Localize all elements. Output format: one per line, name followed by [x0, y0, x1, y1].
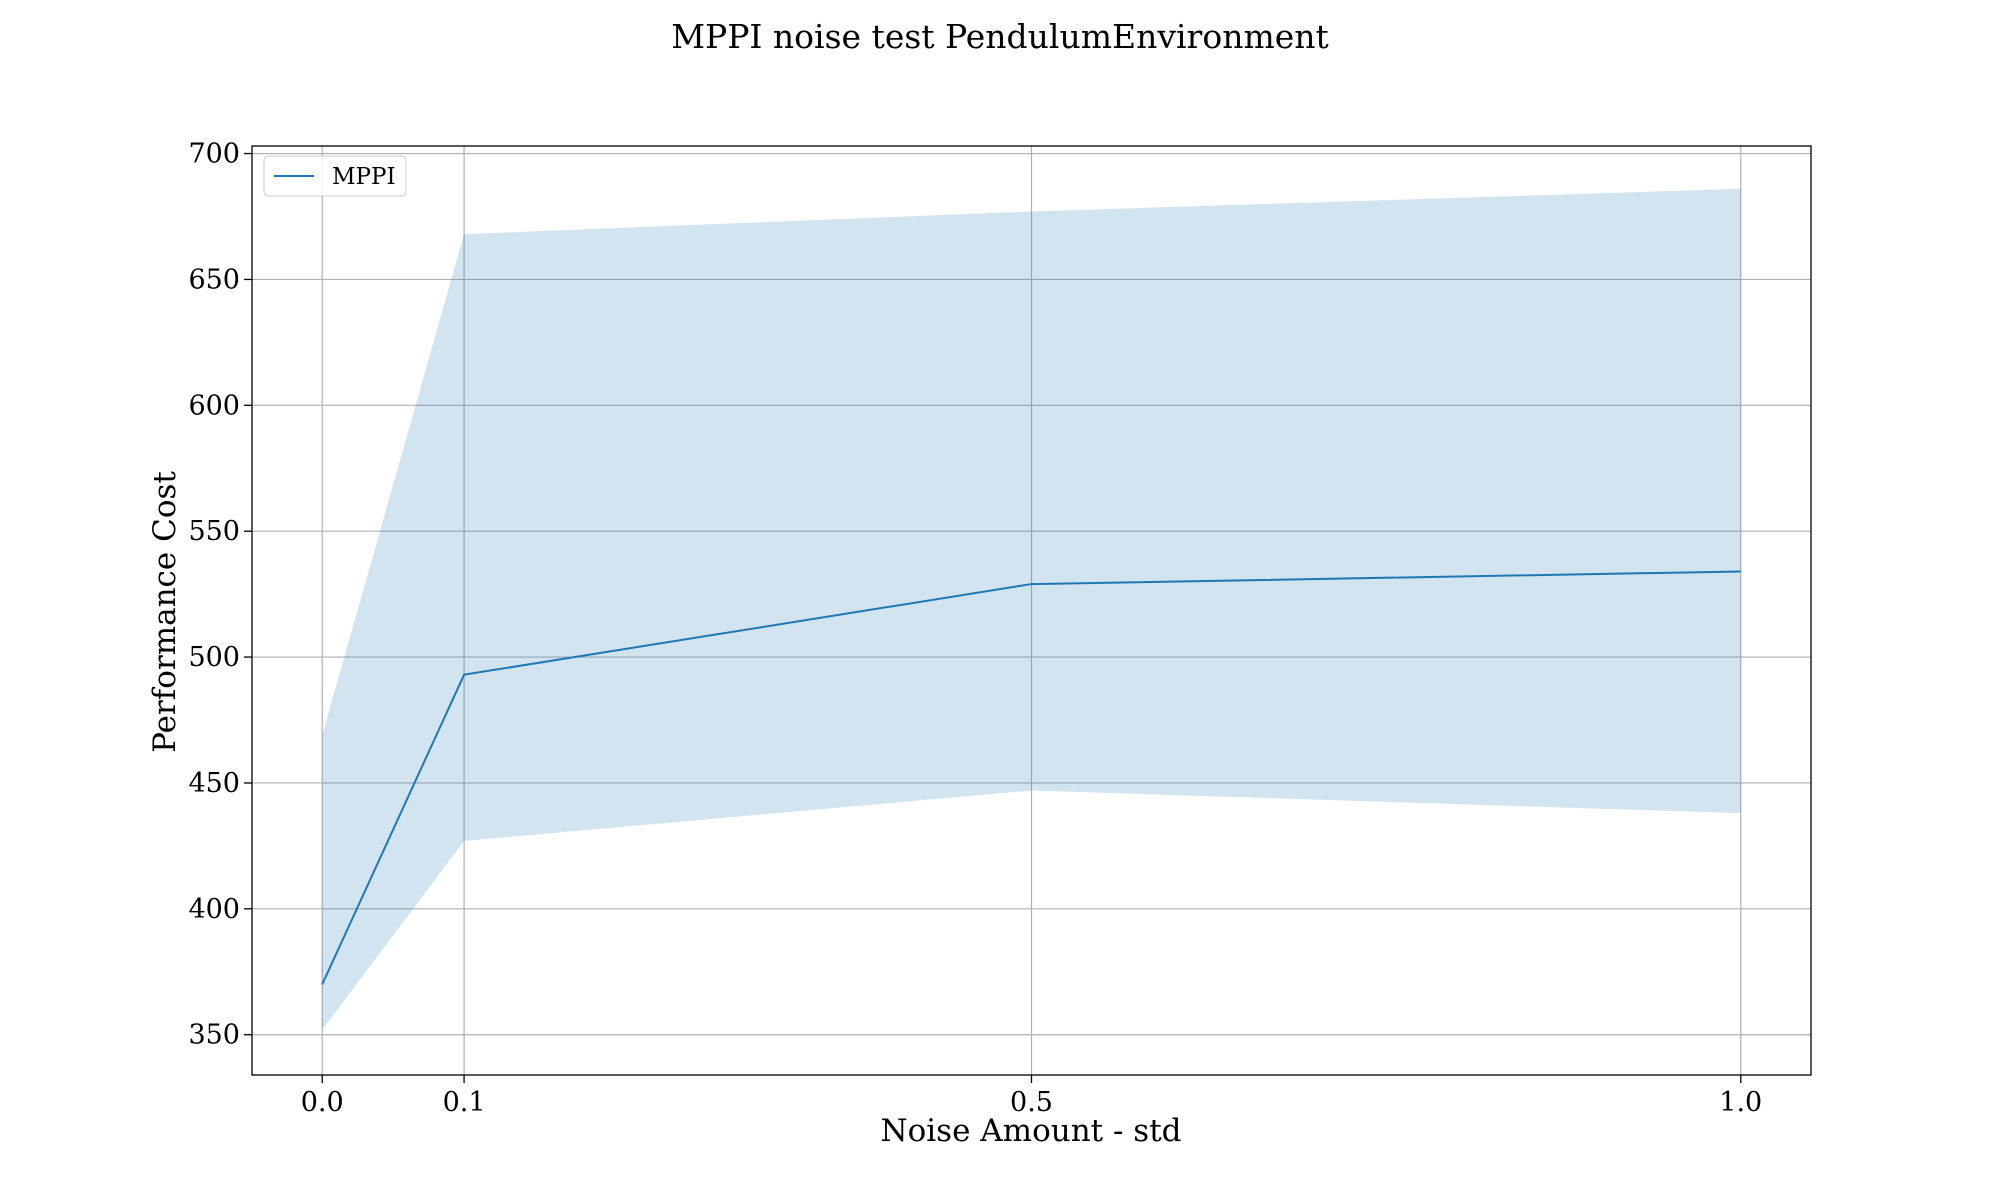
x-tick-label: 0.1 — [443, 1087, 486, 1118]
x-tick-label: 1.0 — [1719, 1087, 1762, 1118]
y-tick-label: 550 — [188, 516, 240, 547]
series-lines — [321, 570, 1741, 985]
y-tick-label: 650 — [188, 264, 240, 295]
series-line — [321, 570, 1741, 985]
x-tick-label: 0.0 — [301, 1087, 344, 1118]
x-tick-label: 0.5 — [1010, 1087, 1053, 1118]
y-tick-label: 350 — [188, 1020, 240, 1051]
y-tick-label: 700 — [188, 139, 240, 170]
axis-ticks: 0.0 0.1 0.5 1.0 350 400 450 500 550 600 650 700 — [188, 139, 1762, 1118]
confidence-bands — [322, 188, 1741, 1030]
legend-box — [263, 155, 407, 197]
y-axis-label: Performance Cost — [147, 471, 183, 753]
y-tick-label: 450 — [188, 768, 240, 799]
legend-label: MPPI — [332, 164, 396, 190]
grid-lines — [252, 146, 1811, 1075]
legend: MPPI — [263, 155, 407, 197]
chart-title: MPPI noise test PendulumEnvironment — [671, 17, 1329, 56]
y-tick-label: 400 — [188, 894, 240, 925]
y-tick-label: 600 — [188, 390, 240, 421]
confidence-band — [322, 188, 1741, 1030]
y-tick-label: 500 — [188, 642, 240, 673]
x-axis-label: Noise Amount - std — [880, 1113, 1181, 1149]
